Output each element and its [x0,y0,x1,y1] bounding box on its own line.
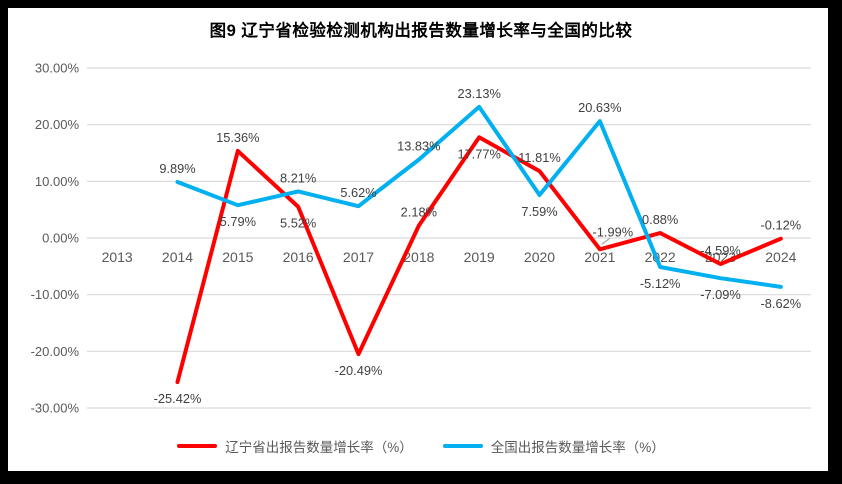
data-label-national: 9.89% [159,161,195,176]
legend-item-liaoning: 辽宁省出报告数量增长率（%） [177,436,413,456]
y-tick-label: 20.00% [35,117,80,132]
x-tick-label: 2018 [403,249,434,265]
x-tick-label: 2013 [102,249,133,265]
x-tick-label: 2020 [524,249,555,265]
x-tick-label: 2021 [584,249,615,265]
data-label-national: 7.59% [521,204,557,219]
series-line-liaoning [175,135,783,385]
data-label-national: 13.83% [397,139,440,154]
data-label-liaoning: -4.59% [700,243,741,258]
legend-item-national: 全国出报告数量增长率（%） [442,436,665,456]
data-label-national: 5.79% [220,214,256,229]
data-label-national: -5.12% [640,276,681,291]
data-label-liaoning: -20.49% [335,363,383,378]
y-tick-label: -10.00% [31,287,80,302]
data-label-liaoning: 17.77% [457,146,500,161]
series-line-national [175,104,783,289]
y-tick-label: -20.00% [31,344,80,359]
legend-label-liaoning: 辽宁省出报告数量增长率（%） [225,440,413,455]
legend-line-swatch-liaoning [177,443,218,449]
chart-title: 图9 辽宁省检验检测机构出报告数量增长率与全国的比较 [209,22,633,40]
legend-line-swatch-national [442,443,483,449]
data-label-national: -8.62% [761,296,802,311]
data-label-liaoning: -0.12% [761,218,802,233]
x-tick-label: 2019 [464,249,495,265]
y-tick-label: 10.00% [35,174,80,189]
data-label-national: 8.21% [280,170,316,185]
x-tick-label: 2016 [283,249,314,265]
data-label-liaoning: -25.42% [154,391,202,406]
data-label-liaoning: 15.36% [216,130,259,145]
x-tick-label: 2015 [222,249,253,265]
data-label-national: -7.09% [700,287,741,302]
chart-legend: 辽宁省出报告数量增长率（%） 全国出报告数量增长率（%） [0,436,842,456]
data-label-liaoning: 11.81% [518,150,560,165]
x-tick-label: 2017 [343,249,374,265]
y-tick-label: 0.00% [42,231,79,246]
data-label-liaoning: -1.99% [593,224,634,239]
label-leader-line [601,237,611,245]
y-tick-label: 30.00% [35,61,80,76]
data-label-national: 20.63% [578,100,621,115]
data-label-national: 5.62% [340,185,376,200]
data-label-national: 23.13% [457,86,500,101]
y-tick-label: -30.00% [31,401,80,416]
legend-label-national: 全国出报告数量增长率（%） [490,440,665,455]
x-tick-label: 2024 [765,249,796,265]
x-tick-label: 2014 [162,249,193,265]
data-label-liaoning: 2.18% [401,205,437,220]
data-label-liaoning: 5.52% [280,216,316,231]
data-label-liaoning: 0.88% [642,212,678,227]
chart-canvas [8,8,828,471]
